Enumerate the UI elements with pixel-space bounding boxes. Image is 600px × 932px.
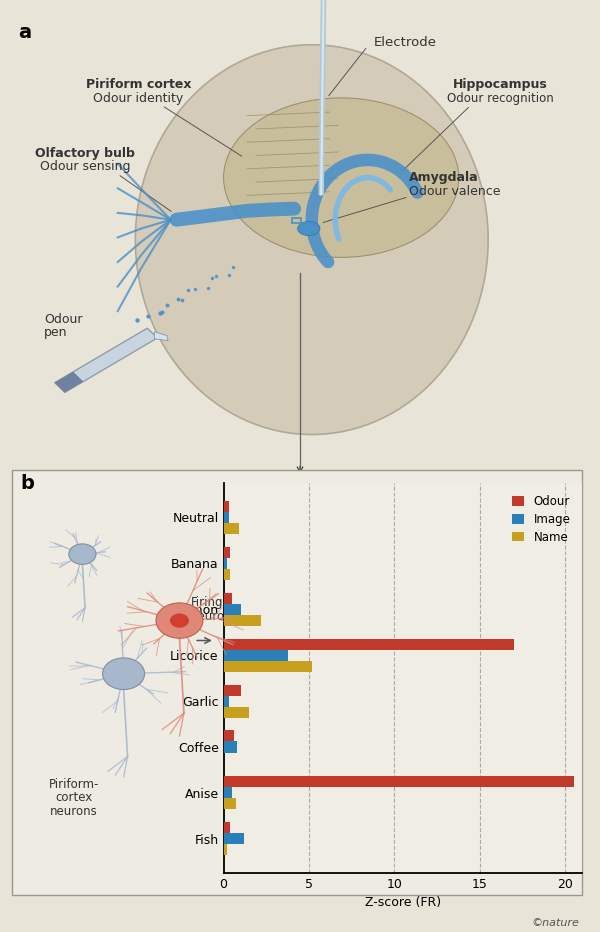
Text: Odour valence: Odour valence	[409, 185, 500, 198]
Text: Odour recognition: Odour recognition	[446, 91, 553, 104]
Ellipse shape	[298, 222, 320, 236]
Text: Hippocampus: Hippocampus	[452, 78, 547, 91]
Polygon shape	[155, 332, 168, 340]
Text: cortex: cortex	[55, 791, 92, 804]
Text: Firing: Firing	[191, 596, 224, 610]
Circle shape	[103, 658, 145, 690]
Text: neuron: neuron	[191, 610, 233, 623]
Ellipse shape	[136, 45, 488, 434]
Point	[211, 268, 221, 283]
Point	[143, 308, 152, 323]
Text: a: a	[18, 22, 31, 42]
Point	[190, 281, 199, 296]
Circle shape	[170, 613, 189, 628]
Text: Piriform-: Piriform-	[49, 778, 99, 791]
Text: Odour identity: Odour identity	[93, 91, 184, 104]
Point	[178, 293, 187, 308]
Point	[208, 270, 217, 285]
Text: Odour sensing: Odour sensing	[40, 160, 131, 173]
Text: b: b	[21, 474, 35, 493]
Text: Amygdala: Amygdala	[409, 171, 478, 185]
Point	[203, 281, 213, 295]
Point	[163, 298, 172, 313]
Point	[133, 312, 142, 327]
Text: neurons: neurons	[50, 804, 97, 817]
Text: Odour: Odour	[44, 313, 83, 326]
Text: Piriform cortex: Piriform cortex	[86, 78, 191, 91]
Text: Electrode: Electrode	[373, 36, 437, 49]
Point	[173, 292, 183, 307]
Bar	[55, 372, 83, 392]
FancyBboxPatch shape	[12, 470, 582, 895]
Point	[155, 306, 164, 321]
Ellipse shape	[224, 98, 459, 257]
Point	[184, 282, 193, 297]
Text: pen: pen	[44, 326, 68, 339]
Text: ©nature: ©nature	[531, 918, 579, 928]
Text: Olfactory bulb: Olfactory bulb	[35, 147, 136, 160]
Point	[228, 259, 238, 274]
Circle shape	[69, 544, 96, 565]
Point	[157, 305, 167, 320]
Bar	[292, 218, 301, 224]
Point	[224, 267, 234, 282]
Circle shape	[156, 603, 203, 638]
Bar	[55, 328, 157, 392]
